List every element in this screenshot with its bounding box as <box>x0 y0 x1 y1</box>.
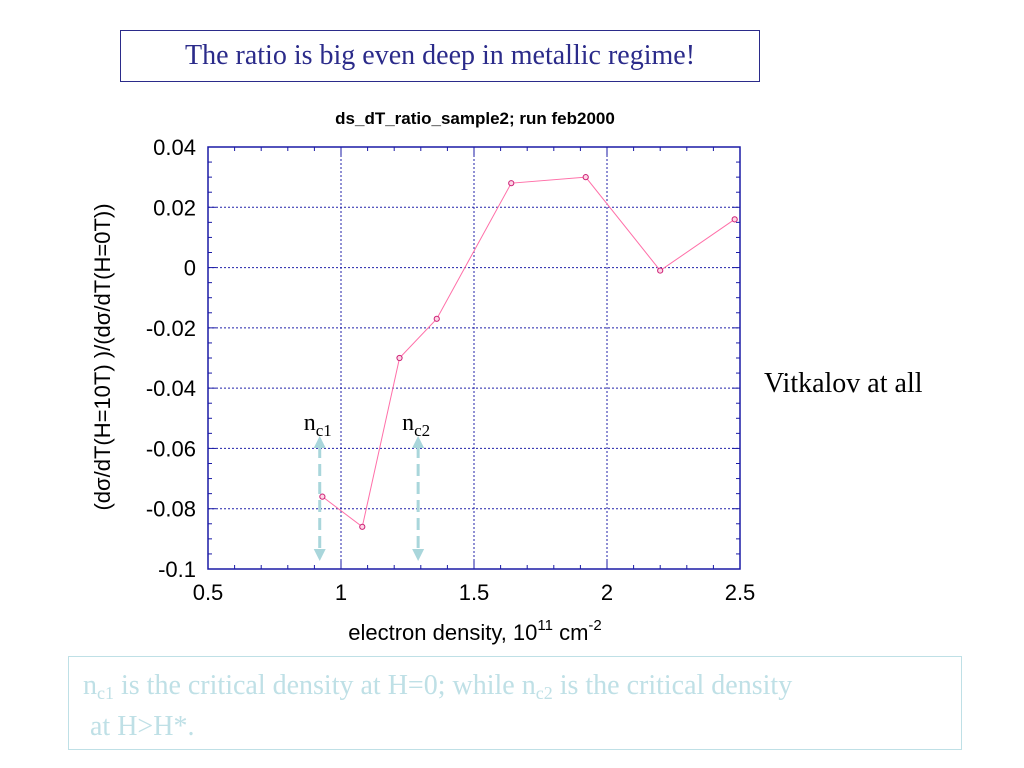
arrows-layer <box>313 436 425 561</box>
x-axis-label-exp2: -2 <box>588 617 601 634</box>
data-point <box>508 180 515 187</box>
arrow-up-head <box>412 436 425 448</box>
y-tick-label: -0.02 <box>146 316 196 341</box>
y-tick-label: 0.02 <box>153 195 196 220</box>
chart-title: ds_dT_ratio_sample2; run feb2000 <box>335 109 615 128</box>
x-tick-label: 1.5 <box>459 580 490 605</box>
x-axis-label: electron density, 1011 cm-2 <box>348 617 602 645</box>
data-point <box>433 315 440 322</box>
x-axis-label-main: electron density, 10 <box>348 620 537 645</box>
series-line <box>322 176 735 528</box>
data-point <box>396 354 403 362</box>
headline-text: The ratio is big even deep in metallic r… <box>184 40 696 71</box>
headline-box: The ratio is big even deep in metallic r… <box>120 30 760 82</box>
arrow-up-head <box>313 436 326 448</box>
series-layer <box>319 174 738 530</box>
note-text3: at H>H*. <box>90 711 195 742</box>
y-tick-label: -0.08 <box>146 497 196 522</box>
plot-frame <box>207 146 741 570</box>
data-point <box>731 216 738 223</box>
credit-text: Vitkalov at all <box>764 368 923 399</box>
y-axis-label: (dσ/dT(H=10T) )/(dσ/dT(H=0T)) <box>90 203 115 510</box>
data-point <box>359 523 366 530</box>
y-tick-label: 0 <box>184 256 196 281</box>
annotation-layer: nc1 nc2 <box>304 410 430 440</box>
nc-label-2: nc2 <box>402 410 430 440</box>
data-point <box>582 174 589 181</box>
x-tick-label: 2 <box>601 580 613 605</box>
x-axis-label-exp1: 11 <box>537 617 553 634</box>
data-point <box>319 493 326 500</box>
note-text1: is the critical density at H=0; while n <box>114 670 536 701</box>
arrow-down-head <box>313 549 326 561</box>
ticks-layer: 0.5 1 1.5 2 2.5 0.04 0.02 0 -0.02 -0.04 -0.06 -0.08… <box>146 135 755 605</box>
arrow-down-head <box>412 549 425 561</box>
note-sub1: c1 <box>97 683 114 703</box>
note-box: nc1 is the critical density at H=0; whil… <box>68 656 962 750</box>
data-point <box>657 267 664 274</box>
y-tick-label: -0.04 <box>146 376 196 401</box>
nc-label-1: nc1 <box>304 410 332 440</box>
note-n1: n <box>83 670 97 701</box>
y-tick-label: 0.04 <box>153 135 196 160</box>
x-tick-label: 1 <box>335 580 347 605</box>
x-tick-label: 2.5 <box>725 580 756 605</box>
note-text2: is the critical density <box>552 670 793 701</box>
note-sub2: c2 <box>535 683 553 703</box>
x-tick-label: 0.5 <box>193 580 224 605</box>
axes-layer <box>207 146 741 570</box>
y-tick-label: -0.06 <box>146 436 196 461</box>
y-tick-label: -0.1 <box>158 557 196 582</box>
grid-layer <box>208 147 740 569</box>
x-axis-label-unit: cm <box>553 620 588 645</box>
